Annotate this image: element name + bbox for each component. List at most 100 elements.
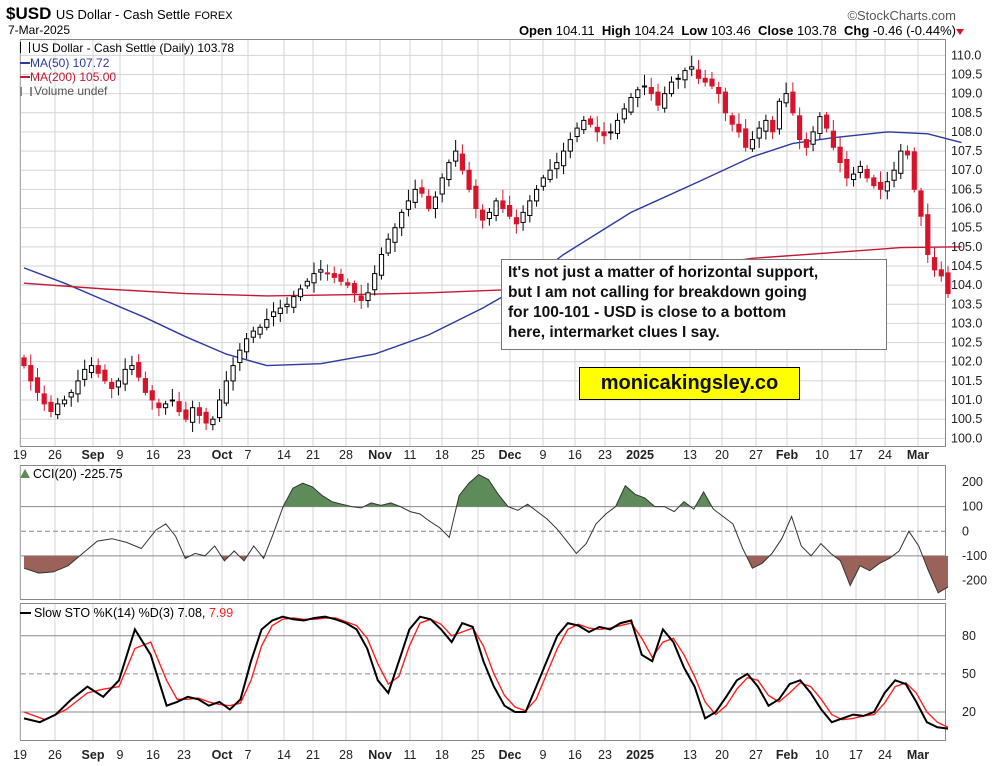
candle-down (824, 114, 830, 129)
candle-down (426, 195, 432, 210)
candle-up (318, 269, 324, 273)
annotation-line-1: It's not just a matter of horizontal sup… (508, 264, 819, 281)
date-tick-label: Mar (907, 748, 929, 762)
candle-up (385, 238, 391, 254)
sto-tick-label: 80 (962, 629, 976, 643)
date-tick-label: 9 (540, 748, 547, 762)
candle-up (297, 288, 304, 298)
price-tick-label: 109.0 (951, 87, 982, 101)
candle-up (412, 188, 418, 203)
candle-up (372, 273, 378, 291)
date-tick-label: 19 (13, 748, 27, 762)
candle-down (716, 87, 722, 95)
candle-up (439, 177, 445, 195)
candle-up (244, 338, 250, 353)
price-tick-label: 109.5 (951, 67, 982, 81)
date-tick-label: 9 (117, 448, 124, 462)
candle-up (61, 399, 68, 405)
date-tick-label: 26 (48, 448, 62, 462)
date-tick-label: Dec (499, 748, 522, 762)
candle-up (527, 200, 533, 216)
candle-up (668, 81, 675, 95)
date-tick-label: 10 (815, 448, 829, 462)
date-tick-label: 23 (177, 448, 191, 462)
date-tick-label: Nov (368, 748, 392, 762)
price-tick-label: 108.5 (951, 106, 982, 120)
candle-down (500, 200, 506, 210)
cci-legend-label: CCI(20) -225.75 (33, 467, 123, 481)
stok-line (23, 615, 949, 730)
candle-up (264, 319, 270, 328)
cci-tick-label: -200 (962, 574, 987, 588)
candle-down (345, 282, 351, 286)
candle-down (156, 402, 162, 409)
date-tick-label: 17 (849, 448, 863, 462)
candle-up (250, 330, 256, 338)
date-tick-label: Mar (907, 448, 929, 462)
ma50-swatch (20, 62, 30, 64)
candle-down (864, 169, 870, 179)
candle-down (844, 159, 850, 179)
chart-date: 7-Mar-2025 (8, 23, 71, 37)
down-arrow-icon (956, 29, 964, 35)
candle-up (210, 418, 216, 426)
price-tick-label: 104.5 (951, 259, 982, 273)
annotation-line-3: for 100-101 - USD is close to a bottom (508, 304, 787, 321)
chg-label: Chg (844, 23, 870, 38)
date-tick-label: 13 (683, 748, 697, 762)
candle-down (21, 357, 27, 367)
stod-line (23, 617, 949, 728)
candle-up (169, 399, 176, 402)
candle-up (223, 380, 229, 404)
price-tick-label: 102.0 (951, 355, 982, 369)
price-tick-label: 101.5 (951, 374, 982, 388)
candle-up (284, 303, 290, 308)
candle-down (48, 401, 54, 412)
date-tick-label: 11 (404, 448, 417, 462)
candle-up (304, 280, 310, 287)
candle-down (109, 381, 115, 389)
ma50-legend: MA(50) 107.72 (20, 56, 109, 70)
date-tick-label: 21 (306, 748, 320, 762)
candle-down (183, 409, 189, 420)
cci-series (23, 474, 949, 594)
candle-up (675, 77, 681, 80)
date-tick-label: 16 (146, 748, 160, 762)
candle-up (291, 296, 297, 308)
candle-down (203, 411, 209, 424)
candle-down (830, 130, 836, 148)
candle-up (749, 139, 755, 150)
low-value: 103.46 (710, 23, 751, 38)
date-tick-label: 10 (815, 748, 829, 762)
volume-legend: Volume undef (20, 84, 107, 98)
price-candles (21, 55, 951, 433)
candle-down (904, 150, 911, 156)
ma200-legend: MA(200) 105.00 (20, 70, 116, 84)
candle-up (614, 119, 621, 134)
candle-down (702, 77, 708, 83)
date-tick-label: 11 (404, 748, 417, 762)
candle-down (911, 151, 917, 190)
date-tick-label: 23 (598, 448, 612, 462)
exchange: FOREX (194, 10, 233, 22)
cci-tick-label: 100 (962, 500, 983, 514)
high-value: 104.24 (634, 23, 675, 38)
main-legend: US Dollar - Cash Settle (Daily) 103.78 (20, 41, 234, 55)
candle-up (540, 177, 546, 187)
candle-up (783, 93, 789, 104)
candle-up (547, 169, 553, 180)
candle-up (810, 131, 816, 145)
brand-banner: monicakingsley.co (579, 367, 800, 400)
date-tick-label: 16 (568, 748, 582, 762)
candle-down (507, 205, 513, 217)
date-tick-label: Sep (82, 448, 105, 462)
axis-labels: 19 19 26 26 Sep Sep 9 9 16 16 23 23 Oct Oct 7 7 14 14 21 21… (13, 48, 987, 762)
sto-legend: Slow STO %K(14) %D(3) 7.08, 7.99 (20, 606, 233, 620)
candle-down (513, 217, 519, 225)
open-label: Open (518, 23, 553, 38)
candle-up (561, 150, 567, 167)
candle-up (635, 89, 641, 99)
candle-up (486, 211, 492, 219)
stok-value: 7.08 (177, 606, 202, 620)
date-tick-label: 14 (277, 748, 291, 762)
